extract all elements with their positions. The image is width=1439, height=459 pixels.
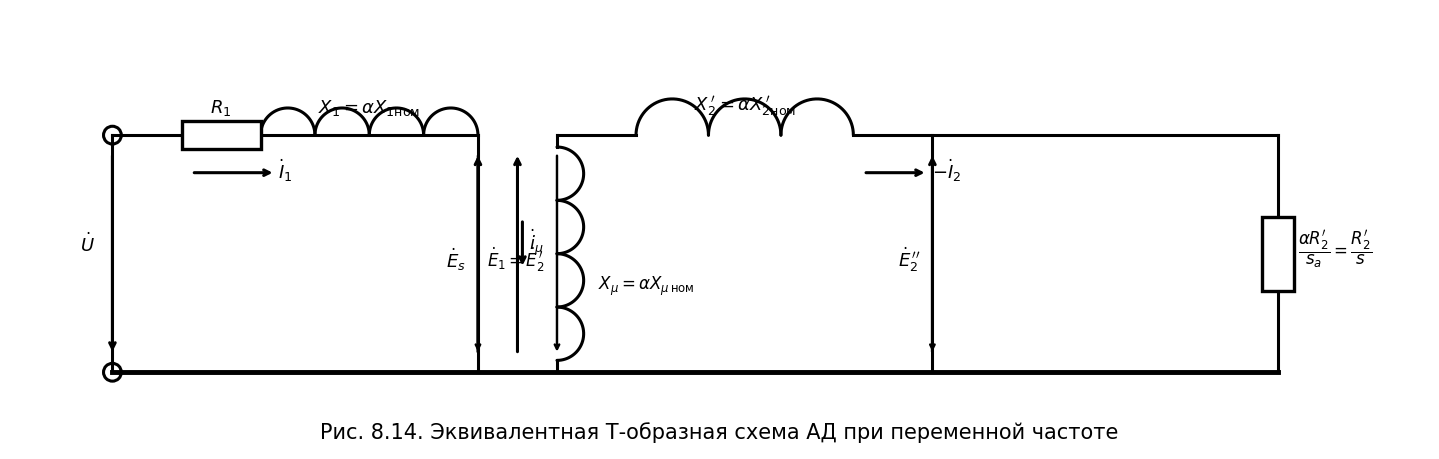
Text: $\dot{E}_1{=}\dot{E}_2^{\,\prime}$: $\dot{E}_1{=}\dot{E}_2^{\,\prime}$ xyxy=(488,245,545,273)
Text: $X_\mu=\alpha X_{\mu\,\text{ном}}$: $X_\mu=\alpha X_{\mu\,\text{ном}}$ xyxy=(599,274,695,297)
Text: Рис. 8.14. Эквивалентная Т-образная схема АД при переменной частоте: Рис. 8.14. Эквивалентная Т-образная схем… xyxy=(321,421,1118,442)
Bar xyxy=(1262,217,1294,291)
Text: $\dot{E}_2^{\,\prime\prime}$: $\dot{E}_2^{\,\prime\prime}$ xyxy=(898,245,921,273)
Text: $-\dot{I}_2$: $-\dot{I}_2$ xyxy=(932,157,961,184)
Text: $\dot{I}_1$: $\dot{I}_1$ xyxy=(278,157,292,184)
Text: $\dot{E}_s$: $\dot{E}_s$ xyxy=(446,246,466,272)
Text: $\dfrac{\alpha R_2^{\prime}}{s_a}=\dfrac{R_2^{\prime}}{s}$: $\dfrac{\alpha R_2^{\prime}}{s_a}=\dfrac… xyxy=(1298,228,1373,270)
Text: $X_1=\alpha X_{1\text{ном}}$: $X_1=\alpha X_{1\text{ном}}$ xyxy=(318,98,420,118)
Bar xyxy=(181,122,260,150)
Text: $\dot{U}$: $\dot{U}$ xyxy=(79,233,95,256)
Text: $R_1$: $R_1$ xyxy=(210,98,232,118)
Text: $\dot{i}_\mu$: $\dot{i}_\mu$ xyxy=(530,227,544,257)
Text: $X_2^{\,\prime}=\alpha X_{2\text{ном}}^{\,\prime}$: $X_2^{\,\prime}=\alpha X_{2\text{ном}}^{… xyxy=(694,94,796,118)
